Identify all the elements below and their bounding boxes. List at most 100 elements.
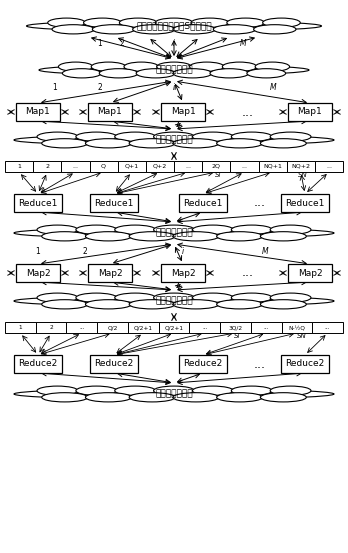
Text: Q/2+1: Q/2+1 bbox=[165, 325, 183, 330]
Ellipse shape bbox=[263, 18, 300, 27]
Ellipse shape bbox=[92, 25, 135, 34]
Text: NQ+1: NQ+1 bbox=[263, 164, 282, 169]
Bar bbox=[159, 322, 189, 333]
Bar bbox=[259, 161, 287, 172]
Ellipse shape bbox=[86, 393, 131, 402]
Bar bbox=[282, 322, 312, 333]
Text: Map2: Map2 bbox=[98, 269, 122, 278]
Bar bbox=[230, 161, 259, 172]
Bar bbox=[90, 194, 138, 212]
Ellipse shape bbox=[153, 386, 195, 395]
Ellipse shape bbox=[173, 69, 212, 78]
Ellipse shape bbox=[260, 232, 306, 241]
Text: Q: Q bbox=[101, 164, 106, 169]
Text: i: i bbox=[173, 84, 175, 92]
Ellipse shape bbox=[33, 227, 315, 239]
Text: Reduce1: Reduce1 bbox=[94, 199, 134, 207]
Ellipse shape bbox=[33, 134, 315, 146]
Bar bbox=[315, 161, 343, 172]
Text: NQ+2: NQ+2 bbox=[291, 164, 310, 169]
Text: Map2: Map2 bbox=[26, 269, 50, 278]
Text: Map2: Map2 bbox=[298, 269, 322, 278]
Ellipse shape bbox=[86, 139, 131, 148]
Text: 1: 1 bbox=[17, 164, 21, 169]
Ellipse shape bbox=[222, 62, 257, 71]
Ellipse shape bbox=[191, 18, 229, 27]
Ellipse shape bbox=[153, 293, 195, 302]
Ellipse shape bbox=[76, 132, 117, 142]
Text: Si: Si bbox=[234, 333, 241, 339]
Text: Q+2: Q+2 bbox=[153, 164, 167, 169]
Ellipse shape bbox=[44, 20, 304, 32]
Bar bbox=[14, 194, 62, 212]
Bar bbox=[251, 322, 282, 333]
Ellipse shape bbox=[213, 25, 256, 34]
Ellipse shape bbox=[270, 132, 311, 142]
Ellipse shape bbox=[37, 386, 78, 395]
Ellipse shape bbox=[210, 69, 249, 78]
Text: ...: ... bbox=[242, 267, 254, 279]
Text: 2: 2 bbox=[82, 247, 87, 255]
Bar bbox=[61, 161, 89, 172]
Text: 1: 1 bbox=[98, 39, 102, 49]
Ellipse shape bbox=[86, 300, 131, 309]
Ellipse shape bbox=[119, 18, 157, 27]
Ellipse shape bbox=[247, 69, 286, 78]
Text: Si: Si bbox=[215, 172, 221, 178]
Ellipse shape bbox=[76, 225, 117, 234]
Text: SN: SN bbox=[298, 172, 308, 178]
Ellipse shape bbox=[133, 25, 175, 34]
Text: Map1: Map1 bbox=[98, 107, 122, 117]
Bar bbox=[66, 322, 97, 333]
Bar bbox=[88, 264, 132, 282]
Bar bbox=[128, 322, 159, 333]
Text: Reduce2: Reduce2 bbox=[18, 359, 58, 368]
Text: Reduce1: Reduce1 bbox=[285, 199, 325, 207]
Text: Map1: Map1 bbox=[26, 107, 50, 117]
Ellipse shape bbox=[173, 25, 215, 34]
Bar bbox=[161, 264, 205, 282]
Ellipse shape bbox=[62, 69, 101, 78]
Ellipse shape bbox=[260, 300, 306, 309]
Ellipse shape bbox=[42, 300, 88, 309]
Text: 1: 1 bbox=[53, 84, 57, 92]
Ellipse shape bbox=[192, 386, 233, 395]
Ellipse shape bbox=[115, 386, 156, 395]
Ellipse shape bbox=[129, 300, 175, 309]
Bar bbox=[288, 264, 332, 282]
Text: 已排序待去重数据集S，并编号: 已排序待去重数据集S，并编号 bbox=[136, 22, 212, 30]
Ellipse shape bbox=[91, 62, 126, 71]
Text: 2: 2 bbox=[45, 164, 49, 169]
Ellipse shape bbox=[115, 225, 156, 234]
Ellipse shape bbox=[48, 18, 85, 27]
Text: Reduce2: Reduce2 bbox=[94, 359, 134, 368]
Ellipse shape bbox=[76, 293, 117, 302]
Text: 分布式文件系统: 分布式文件系统 bbox=[155, 296, 193, 305]
Ellipse shape bbox=[270, 386, 311, 395]
Bar bbox=[281, 355, 329, 373]
Ellipse shape bbox=[173, 300, 219, 309]
Text: Reduce2: Reduce2 bbox=[285, 359, 325, 368]
Ellipse shape bbox=[37, 225, 78, 234]
Ellipse shape bbox=[86, 232, 131, 241]
Ellipse shape bbox=[76, 386, 117, 395]
Ellipse shape bbox=[52, 25, 94, 34]
Text: 分布式文件系统: 分布式文件系统 bbox=[155, 135, 193, 144]
Bar bbox=[179, 355, 227, 373]
Bar bbox=[33, 161, 61, 172]
Bar bbox=[88, 103, 132, 121]
Ellipse shape bbox=[33, 388, 315, 400]
Ellipse shape bbox=[42, 393, 88, 402]
Bar bbox=[220, 322, 251, 333]
Text: ...: ... bbox=[72, 164, 78, 169]
Text: N-½Q: N-½Q bbox=[288, 325, 305, 330]
Ellipse shape bbox=[99, 69, 138, 78]
Bar bbox=[16, 264, 60, 282]
Text: i: i bbox=[173, 39, 175, 49]
Text: ...: ... bbox=[254, 357, 266, 371]
Bar bbox=[189, 322, 220, 333]
Text: 3Q/2: 3Q/2 bbox=[228, 325, 243, 330]
Ellipse shape bbox=[173, 139, 219, 148]
Bar bbox=[146, 161, 174, 172]
Text: Q/2+1: Q/2+1 bbox=[134, 325, 153, 330]
